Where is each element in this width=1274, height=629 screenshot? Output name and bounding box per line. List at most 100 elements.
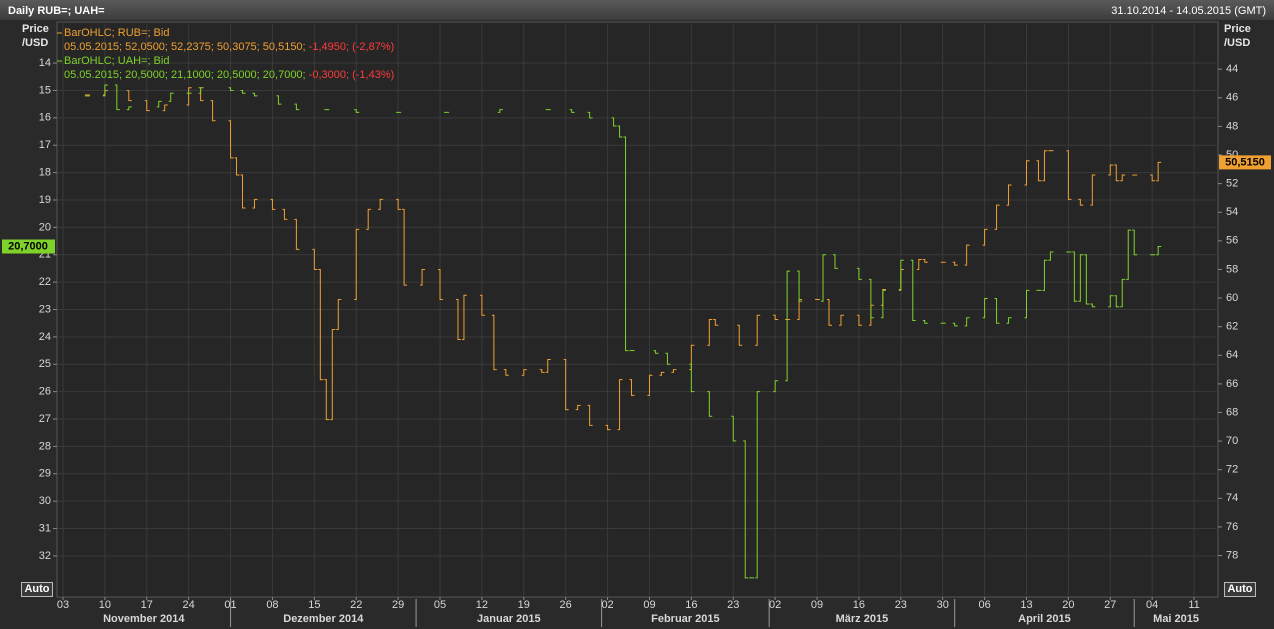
y2-tick-label: 44 bbox=[1226, 63, 1238, 75]
price-step bbox=[1156, 246, 1162, 256]
y-tick-label: 16 bbox=[39, 112, 51, 124]
legend-entry: BarOHLC; UAH=; Bid bbox=[64, 55, 169, 67]
price-step bbox=[821, 254, 827, 302]
price-step bbox=[1024, 289, 1030, 319]
x-tick-label: 26 bbox=[560, 599, 572, 611]
price-step bbox=[234, 157, 240, 176]
price-step bbox=[1150, 174, 1156, 182]
price-step bbox=[1078, 198, 1084, 206]
price-step bbox=[587, 111, 593, 119]
auto-button[interactable]: Auto bbox=[1224, 582, 1256, 597]
x-tick-label: 15 bbox=[308, 599, 320, 611]
x-tick-label: 02 bbox=[769, 599, 781, 611]
price-step bbox=[252, 92, 258, 97]
price-step bbox=[964, 244, 970, 266]
price-step bbox=[587, 404, 593, 426]
x-tick-label: 09 bbox=[643, 599, 655, 611]
last-value-box bbox=[2, 239, 55, 254]
y2-tick-label: 76 bbox=[1226, 521, 1238, 533]
quote-change: -1,4950; (-2,87%) bbox=[309, 41, 395, 53]
price-step bbox=[240, 89, 246, 94]
price-step bbox=[318, 268, 324, 381]
y2-tick-label: 70 bbox=[1226, 435, 1238, 447]
y-tick-label: 14 bbox=[39, 57, 51, 69]
price-step bbox=[659, 371, 665, 376]
y2-tick-label: 62 bbox=[1226, 321, 1238, 333]
price-step bbox=[198, 87, 204, 102]
price-step bbox=[1006, 317, 1012, 324]
price-step bbox=[982, 298, 988, 319]
y2-tick-label: 60 bbox=[1226, 292, 1238, 304]
price-step bbox=[162, 104, 168, 112]
x-tick-label: 16 bbox=[853, 599, 865, 611]
month-label: Januar 2015 bbox=[477, 613, 541, 625]
price-step bbox=[1126, 229, 1132, 280]
price-step bbox=[689, 344, 695, 371]
price-step bbox=[1114, 164, 1120, 182]
y2-tick-label: 46 bbox=[1226, 92, 1238, 104]
price-step bbox=[994, 204, 1000, 230]
last-value-box bbox=[1219, 155, 1271, 170]
price-step bbox=[856, 267, 862, 280]
price-step bbox=[210, 100, 216, 122]
x-tick-label: 04 bbox=[1146, 599, 1158, 611]
price-step bbox=[755, 314, 761, 346]
price-step bbox=[1114, 295, 1120, 308]
price-step bbox=[156, 100, 162, 108]
price-step bbox=[545, 359, 551, 373]
price-step bbox=[1108, 164, 1114, 176]
price-step bbox=[707, 319, 713, 346]
x-tick-label: 05 bbox=[434, 599, 446, 611]
x-tick-label: 22 bbox=[350, 599, 362, 611]
price-step bbox=[330, 329, 336, 421]
quote-change: -0,3000; (-1,43%) bbox=[309, 69, 395, 81]
y2-tick-label: 58 bbox=[1226, 263, 1238, 275]
y-tick-label: 22 bbox=[39, 276, 51, 288]
price-step bbox=[252, 198, 258, 209]
price-step bbox=[228, 120, 234, 159]
x-tick-label: 11 bbox=[1188, 599, 1199, 611]
month-label: März 2015 bbox=[836, 613, 889, 625]
price-step bbox=[653, 350, 659, 354]
price-step bbox=[827, 298, 833, 326]
price-step bbox=[1048, 251, 1054, 261]
y2-tick-label: 78 bbox=[1226, 549, 1238, 561]
price-step bbox=[773, 314, 779, 321]
price-step bbox=[396, 198, 402, 210]
header-bar bbox=[0, 0, 1274, 20]
price-step bbox=[228, 87, 234, 91]
y-tick-label: 19 bbox=[39, 194, 51, 206]
month-label: April 2015 bbox=[1018, 613, 1071, 625]
price-step bbox=[1090, 174, 1096, 206]
price-step bbox=[186, 87, 192, 106]
price-step bbox=[575, 404, 581, 411]
price-step bbox=[1006, 184, 1012, 206]
price-step bbox=[479, 294, 485, 316]
price-step bbox=[868, 278, 874, 319]
price-step bbox=[461, 294, 467, 341]
price-step bbox=[1072, 251, 1078, 302]
y2-tick-label: 66 bbox=[1226, 378, 1238, 390]
legend-quote: 05.05.2015; 52,0500; 52,2375; 50,3075; 5… bbox=[64, 41, 394, 53]
price-step bbox=[168, 92, 174, 102]
price-step bbox=[880, 289, 886, 319]
price-step bbox=[785, 270, 791, 382]
x-tick-label: 30 bbox=[937, 599, 949, 611]
y2-tick-label: 48 bbox=[1226, 120, 1238, 132]
y-tick-label: 17 bbox=[39, 139, 51, 151]
price-step bbox=[102, 84, 108, 97]
y-tick-label: 23 bbox=[39, 303, 51, 315]
y-tick-label: 24 bbox=[39, 331, 51, 343]
x-tick-label: 27 bbox=[1104, 599, 1116, 611]
price-step bbox=[797, 298, 803, 321]
price-step bbox=[922, 319, 928, 324]
price-step bbox=[503, 369, 509, 376]
price-step bbox=[994, 298, 1000, 324]
chart-title: Daily RUB=; UAH= bbox=[8, 5, 105, 17]
price-step bbox=[282, 208, 288, 220]
auto-button[interactable]: Auto bbox=[21, 582, 53, 597]
price-step bbox=[1090, 303, 1096, 308]
price-step bbox=[647, 374, 653, 396]
price-step bbox=[982, 228, 988, 246]
price-step bbox=[312, 248, 318, 270]
